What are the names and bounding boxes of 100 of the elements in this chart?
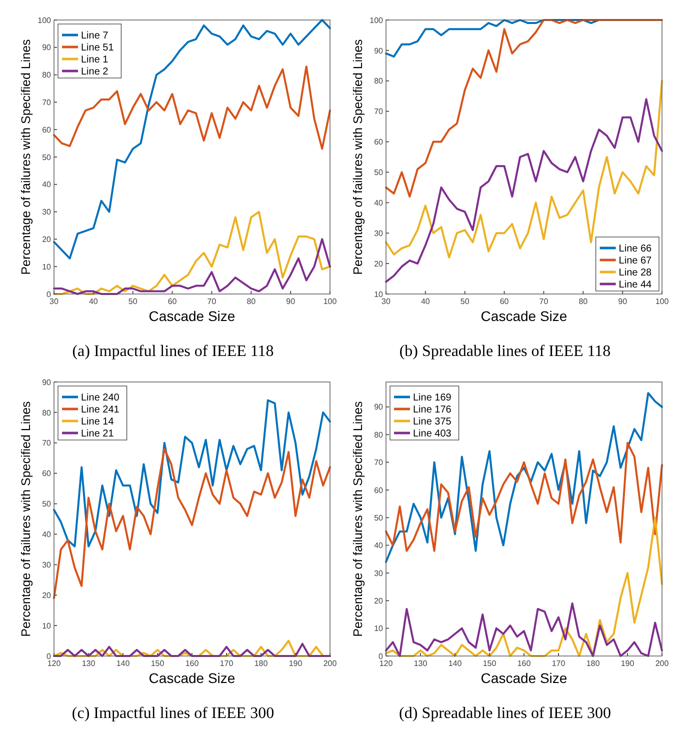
y-tick-label: 50 bbox=[42, 500, 52, 509]
x-tick-label: 90 bbox=[286, 297, 296, 306]
line-series bbox=[53, 642, 331, 657]
x-tick-label: 80 bbox=[578, 297, 588, 306]
y-tick-label: 40 bbox=[42, 530, 52, 540]
y-tick-label: 20 bbox=[42, 590, 52, 600]
x-tick-label: 100 bbox=[323, 297, 338, 306]
y-tick-label: 80 bbox=[42, 70, 52, 80]
y-axis-title: Percentage of failures with Specified Lines bbox=[351, 39, 365, 275]
line-series bbox=[53, 66, 331, 150]
x-tick-label: 180 bbox=[254, 659, 268, 668]
legend-label: Line 21 bbox=[81, 428, 114, 440]
x-tick-label: 100 bbox=[655, 297, 670, 306]
line-series bbox=[385, 602, 663, 657]
x-tick-label: 40 bbox=[420, 297, 430, 306]
text: (c) Impactful lines of IEEE 300 bbox=[72, 705, 274, 722]
x-tick-label: 190 bbox=[288, 659, 303, 668]
y-tick-label: 70 bbox=[374, 107, 384, 116]
y-tick-label: 70 bbox=[42, 98, 52, 107]
y-tick-label: 50 bbox=[42, 152, 52, 162]
legend-label: Line 240 bbox=[81, 392, 120, 404]
y-tick-label: 0 bbox=[46, 652, 52, 661]
legend-label: Line 7 bbox=[81, 30, 109, 42]
x-tick-label: 120 bbox=[47, 659, 62, 668]
y-axis-title: Percentage of failures with Specified Lines bbox=[19, 401, 33, 637]
x-tick-label: 150 bbox=[482, 659, 497, 668]
y-tick-label: 90 bbox=[374, 46, 384, 56]
x-tick-label: 60 bbox=[168, 297, 178, 306]
y-tick-label: 20 bbox=[374, 596, 384, 606]
x-axis-title: Cascade Size bbox=[480, 308, 568, 324]
legend-label: Line 375 bbox=[413, 416, 452, 428]
line-series bbox=[385, 442, 663, 552]
y-tick-label: 30 bbox=[42, 208, 52, 217]
x-tick-label: 60 bbox=[500, 297, 510, 306]
x-tick-label: 80 bbox=[246, 297, 256, 306]
x-axis-title: Cascade Size bbox=[148, 308, 236, 324]
legend-label: Line 176 bbox=[413, 404, 452, 416]
text: (d) Spreadable lines of IEEE 300 bbox=[399, 705, 611, 722]
y-tick-label: 60 bbox=[374, 138, 384, 147]
legend-label: Line 169 bbox=[413, 392, 452, 404]
y-tick-label: 20 bbox=[374, 259, 384, 268]
line-series bbox=[53, 399, 331, 548]
x-tick-label: 200 bbox=[655, 659, 670, 668]
y-tick-label: 40 bbox=[374, 198, 384, 208]
legend-label: Line 66 bbox=[618, 244, 652, 254]
y-tick-label: 80 bbox=[42, 408, 52, 418]
x-tick-label: 200 bbox=[323, 659, 338, 668]
x-tick-label: 190 bbox=[620, 659, 635, 668]
line-series bbox=[53, 448, 331, 600]
legend-label: Line 403 bbox=[413, 428, 452, 440]
y-tick-label: 0 bbox=[378, 652, 384, 661]
line-series bbox=[53, 238, 331, 295]
x-tick-label: 130 bbox=[414, 659, 428, 668]
y-tick-label: 90 bbox=[42, 378, 52, 387]
line-series bbox=[53, 210, 331, 295]
x-tick-label: 40 bbox=[88, 297, 98, 306]
legend-label: Line 241 bbox=[81, 404, 120, 416]
y-tick-label: 0 bbox=[46, 290, 52, 299]
y-tick-label: 70 bbox=[42, 438, 52, 448]
y-axis-title: Percentage of failures with Specified Lines bbox=[19, 39, 33, 275]
legend-label: Line 28 bbox=[618, 268, 652, 278]
y-tick-label: 20 bbox=[42, 235, 52, 244]
legend-label: Line 44 bbox=[618, 280, 652, 290]
y-tick-label: 10 bbox=[374, 290, 384, 299]
legend-label: Line 67 bbox=[618, 256, 652, 266]
y-tick-label: 90 bbox=[374, 402, 384, 412]
x-tick-label: 150 bbox=[150, 659, 165, 668]
y-tick-label: 60 bbox=[42, 125, 52, 134]
x-tick-label: 70 bbox=[539, 297, 549, 306]
text: (a) Impactful lines of IEEE 118 bbox=[72, 343, 274, 360]
x-tick-label: 160 bbox=[517, 659, 532, 668]
y-tick-label: 30 bbox=[374, 228, 384, 238]
y-tick-label: 50 bbox=[374, 513, 384, 522]
x-tick-label: 30 bbox=[382, 297, 391, 306]
line-series bbox=[53, 19, 331, 260]
x-tick-label: 170 bbox=[220, 659, 234, 668]
y-tick-label: 100 bbox=[38, 16, 52, 25]
y-tick-label: 50 bbox=[374, 168, 384, 178]
y-tick-label: 80 bbox=[374, 76, 384, 86]
y-tick-label: 40 bbox=[42, 180, 52, 190]
line-series bbox=[385, 19, 663, 198]
y-tick-label: 80 bbox=[374, 430, 384, 440]
legend-label: Line 2 bbox=[81, 66, 109, 78]
y-axis-title: Percentage of failures with Specified Lines bbox=[351, 401, 365, 637]
legend-label: Line 51 bbox=[81, 42, 114, 54]
x-tick-label: 170 bbox=[552, 659, 566, 668]
text: (b) Spreadable lines of IEEE 118 bbox=[399, 343, 611, 360]
x-tick-label: 140 bbox=[448, 659, 462, 668]
y-tick-label: 10 bbox=[374, 624, 384, 634]
y-tick-label: 60 bbox=[42, 469, 52, 478]
x-tick-label: 140 bbox=[116, 659, 130, 668]
x-tick-label: 50 bbox=[128, 297, 138, 306]
x-tick-label: 130 bbox=[82, 659, 96, 668]
y-tick-label: 30 bbox=[374, 568, 384, 578]
y-tick-label: 90 bbox=[42, 43, 52, 52]
y-tick-label: 10 bbox=[42, 262, 52, 272]
y-tick-label: 60 bbox=[374, 486, 384, 495]
x-tick-label: 70 bbox=[207, 297, 217, 306]
y-tick-label: 30 bbox=[42, 560, 52, 570]
y-tick-label: 10 bbox=[42, 621, 52, 630]
